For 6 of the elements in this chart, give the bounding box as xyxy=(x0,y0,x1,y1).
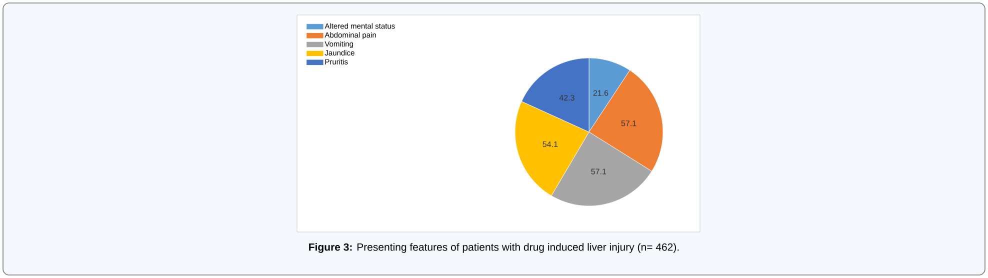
data-label: 21.6 xyxy=(593,90,608,96)
text: Figure 3: Presenting features of patients with drug induced liver injury (n= 462). xyxy=(309,243,679,253)
data-label: 57.1 xyxy=(621,120,636,126)
data-label: 42.3 xyxy=(559,94,574,101)
data-label: 57.1 xyxy=(591,168,606,174)
data-label: 54.1 xyxy=(542,141,558,148)
